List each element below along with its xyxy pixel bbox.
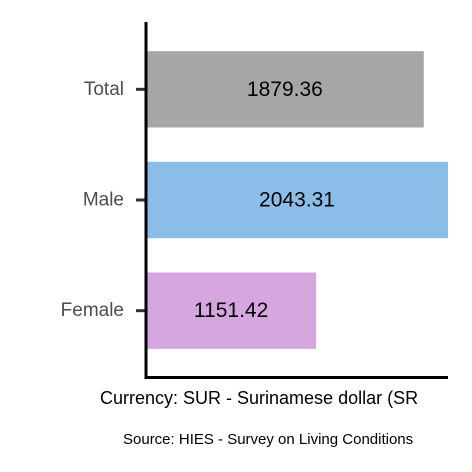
bar-female <box>146 272 317 349</box>
data-label-total: 1879.36 <box>247 78 323 101</box>
tick-label-female: Female <box>61 300 124 321</box>
currency-caption: Currency: SUR - Surinamese dollar (SR <box>100 388 418 408</box>
data-label-female: 1151.42 <box>194 299 268 322</box>
category-ticks: Total Male Female <box>61 79 146 321</box>
tick-label-male: Male <box>83 190 124 211</box>
tick-label-total: Total <box>84 79 124 100</box>
source-note: Source: HIES - Survey on Living Conditio… <box>123 431 413 448</box>
data-label-male: 2043.31 <box>259 189 335 212</box>
bar-male <box>146 161 448 239</box>
bars-group: 1879.36 2043.31 1151.42 <box>146 51 448 349</box>
bar-total <box>146 51 424 128</box>
